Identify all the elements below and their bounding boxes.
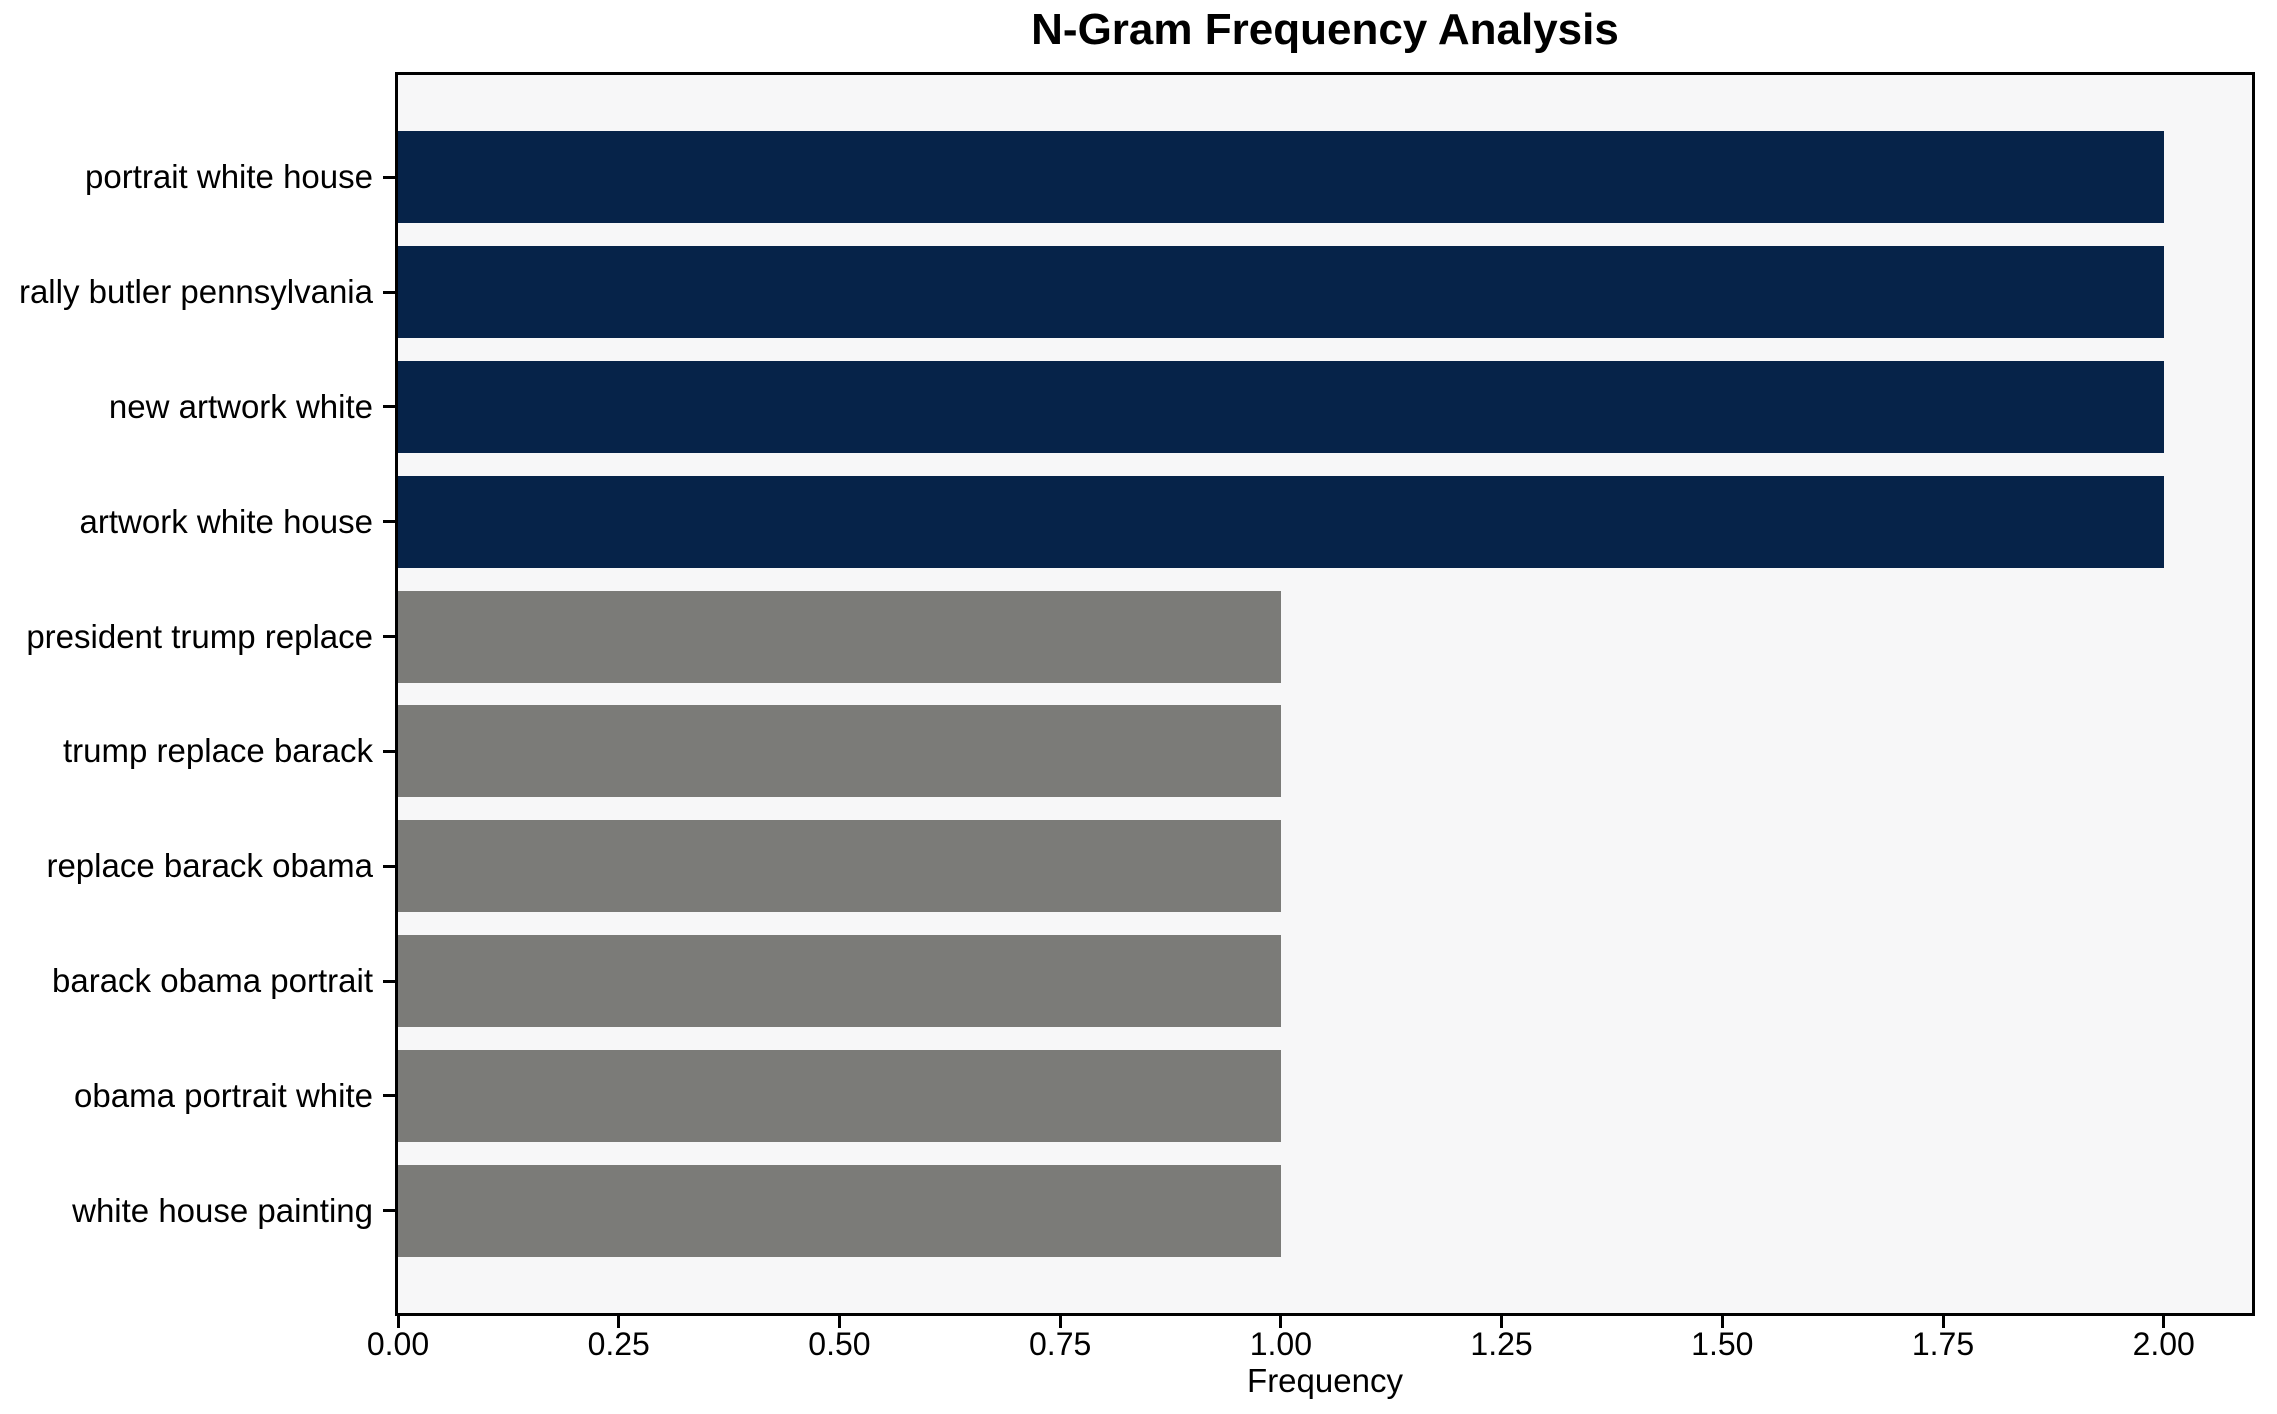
x-tick-label: 1.75 bbox=[1911, 1326, 1975, 1362]
bar bbox=[398, 1164, 1281, 1257]
bar bbox=[398, 475, 2164, 568]
y-tick-mark bbox=[383, 1209, 395, 1213]
x-tick-mark bbox=[1941, 1316, 1945, 1328]
x-tick-mark bbox=[617, 1316, 621, 1328]
x-tick-label: 1.00 bbox=[1249, 1326, 1312, 1362]
y-tick-mark bbox=[383, 405, 395, 409]
x-tick-label: 1.25 bbox=[1470, 1326, 1533, 1362]
x-tick-mark bbox=[1058, 1316, 1062, 1328]
bar bbox=[398, 935, 1281, 1028]
y-tick-mark bbox=[383, 520, 395, 524]
x-tick-mark bbox=[396, 1316, 400, 1328]
bar bbox=[398, 590, 1281, 683]
y-tick-mark bbox=[383, 749, 395, 753]
bar bbox=[398, 131, 2164, 224]
bar bbox=[398, 705, 1281, 798]
y-tick-mark bbox=[383, 864, 395, 868]
y-tick-mark bbox=[383, 635, 395, 639]
y-tick-label: rally butler pennsylvania bbox=[18, 273, 373, 311]
bar bbox=[398, 246, 2164, 338]
x-tick-label: 2.00 bbox=[2132, 1326, 2195, 1362]
y-tick-label: white house painting bbox=[72, 1191, 373, 1229]
y-tick-label: new artwork white bbox=[108, 387, 373, 425]
x-tick-mark bbox=[1279, 1316, 1283, 1328]
x-tick-label: 1.50 bbox=[1691, 1326, 1754, 1362]
y-tick-label: obama portrait white bbox=[74, 1076, 373, 1114]
y-tick-label: portrait white house bbox=[85, 158, 373, 196]
bar bbox=[398, 820, 1281, 913]
bar bbox=[398, 1050, 1281, 1142]
y-tick-label: trump replace barack bbox=[63, 732, 373, 770]
bar bbox=[398, 360, 2164, 453]
y-tick-label: artwork white house bbox=[79, 502, 373, 540]
x-tick-label: 0.75 bbox=[1029, 1326, 1092, 1362]
y-tick-mark bbox=[383, 290, 395, 294]
x-tick-mark bbox=[2162, 1316, 2166, 1328]
x-tick-label: 0.50 bbox=[808, 1326, 871, 1362]
x-tick-label: 0.00 bbox=[366, 1326, 430, 1362]
x-tick-mark bbox=[1500, 1316, 1504, 1328]
y-tick-mark bbox=[383, 175, 395, 179]
x-tick-mark bbox=[837, 1316, 841, 1328]
y-tick-mark bbox=[383, 1094, 395, 1098]
y-tick-label: replace barack obama bbox=[46, 847, 373, 885]
x-tick-label: 0.25 bbox=[587, 1326, 650, 1362]
y-tick-label: barack obama portrait bbox=[52, 962, 373, 1000]
x-axis-label: Frequency bbox=[1247, 1362, 1403, 1399]
y-tick-mark bbox=[383, 979, 395, 983]
chart-title: N-Gram Frequency Analysis bbox=[1031, 5, 1619, 54]
y-tick-label: president trump replace bbox=[26, 617, 373, 655]
x-tick-mark bbox=[1720, 1316, 1724, 1328]
plot-area bbox=[395, 72, 2255, 1316]
